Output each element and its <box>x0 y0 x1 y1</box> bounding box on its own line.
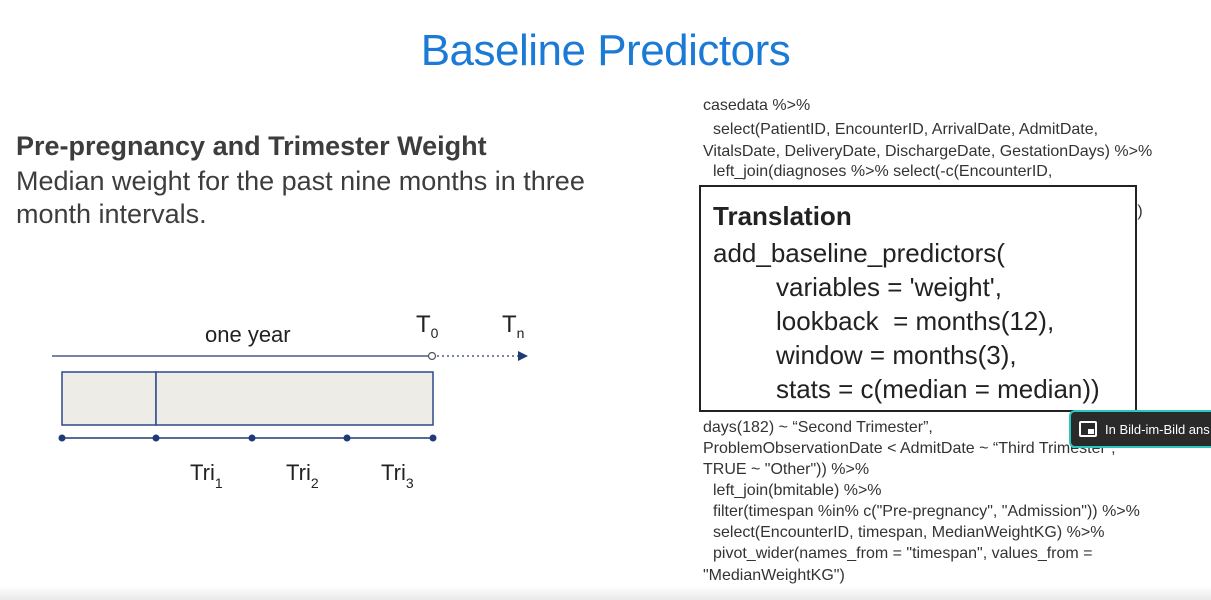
code-line: pivot_wider(names_from = "timespan", val… <box>713 545 1093 562</box>
code-line: left_join(diagnoses %>% select(-c(Encoun… <box>713 163 1053 180</box>
code-line: VitalsDate, DeliveryDate, DischargeDate,… <box>703 143 1153 160</box>
translation-line: variables = 'weight', <box>776 272 1002 302</box>
tick-dot <box>429 434 437 442</box>
code-line: days(182) ~ “Second Trimester”, <box>703 419 933 436</box>
arrow-head <box>518 351 528 361</box>
bottom-fade <box>0 586 1211 600</box>
pre-pregnancy-box <box>61 371 157 426</box>
t0-label: T0 <box>416 311 439 341</box>
translation-line: stats = c(median = median)) <box>776 374 1100 404</box>
pregnancy-box <box>155 371 434 426</box>
pip-label: In Bild-im-Bild ans <box>1105 421 1210 437</box>
tick-dot <box>58 434 66 442</box>
translation-line: lookback = months(12), <box>776 306 1055 336</box>
picture-in-picture-icon <box>1079 421 1097 437</box>
t0-marker <box>427 351 437 361</box>
translation-line: window = months(3), <box>776 340 1017 370</box>
tri2-label: Tri2 <box>286 460 319 491</box>
tick-dot <box>152 434 160 442</box>
code-line-tail: )) <box>1132 203 1143 220</box>
tri3-label: Tri3 <box>381 460 414 491</box>
tn-label: Tn <box>502 311 524 341</box>
tick-dot <box>343 434 351 442</box>
picture-in-picture-button[interactable]: In Bild-im-Bild ans <box>1069 410 1211 448</box>
code-line: casedata %>% <box>703 97 811 114</box>
code-line: TRUE ~ "Other")) %>% <box>703 461 870 478</box>
code-line: select(PatientID, EncounterID, ArrivalDa… <box>713 121 1099 138</box>
tick-dot <box>248 434 256 442</box>
section-heading: Pre-pregnancy and Trimester Weight <box>16 131 487 161</box>
code-line: select(EncounterID, timespan, MedianWeig… <box>713 524 1105 541</box>
code-line: "MedianWeightKG") <box>703 567 845 584</box>
code-line: ProblemObservationDate < AdmitDate ~ “Th… <box>703 440 1116 457</box>
timeline-diagram: one year T0 Tn Tri1 Tri2 Tri3 <box>0 290 620 510</box>
translation-line: add_baseline_predictors( <box>713 238 1005 268</box>
code-line: filter(timespan %in% c("Pre-pregnancy", … <box>713 503 1140 520</box>
translation-title: Translation <box>713 201 852 231</box>
one-year-label: one year <box>205 322 291 347</box>
translation-box: Translation add_baseline_predictors( var… <box>699 185 1137 412</box>
tri1-label: Tri1 <box>190 460 223 491</box>
code-line: left_join(bmitable) %>% <box>713 482 882 499</box>
slide-title: Baseline Predictors <box>420 26 791 75</box>
section-description: Median weight for the past nine months i… <box>16 166 585 229</box>
